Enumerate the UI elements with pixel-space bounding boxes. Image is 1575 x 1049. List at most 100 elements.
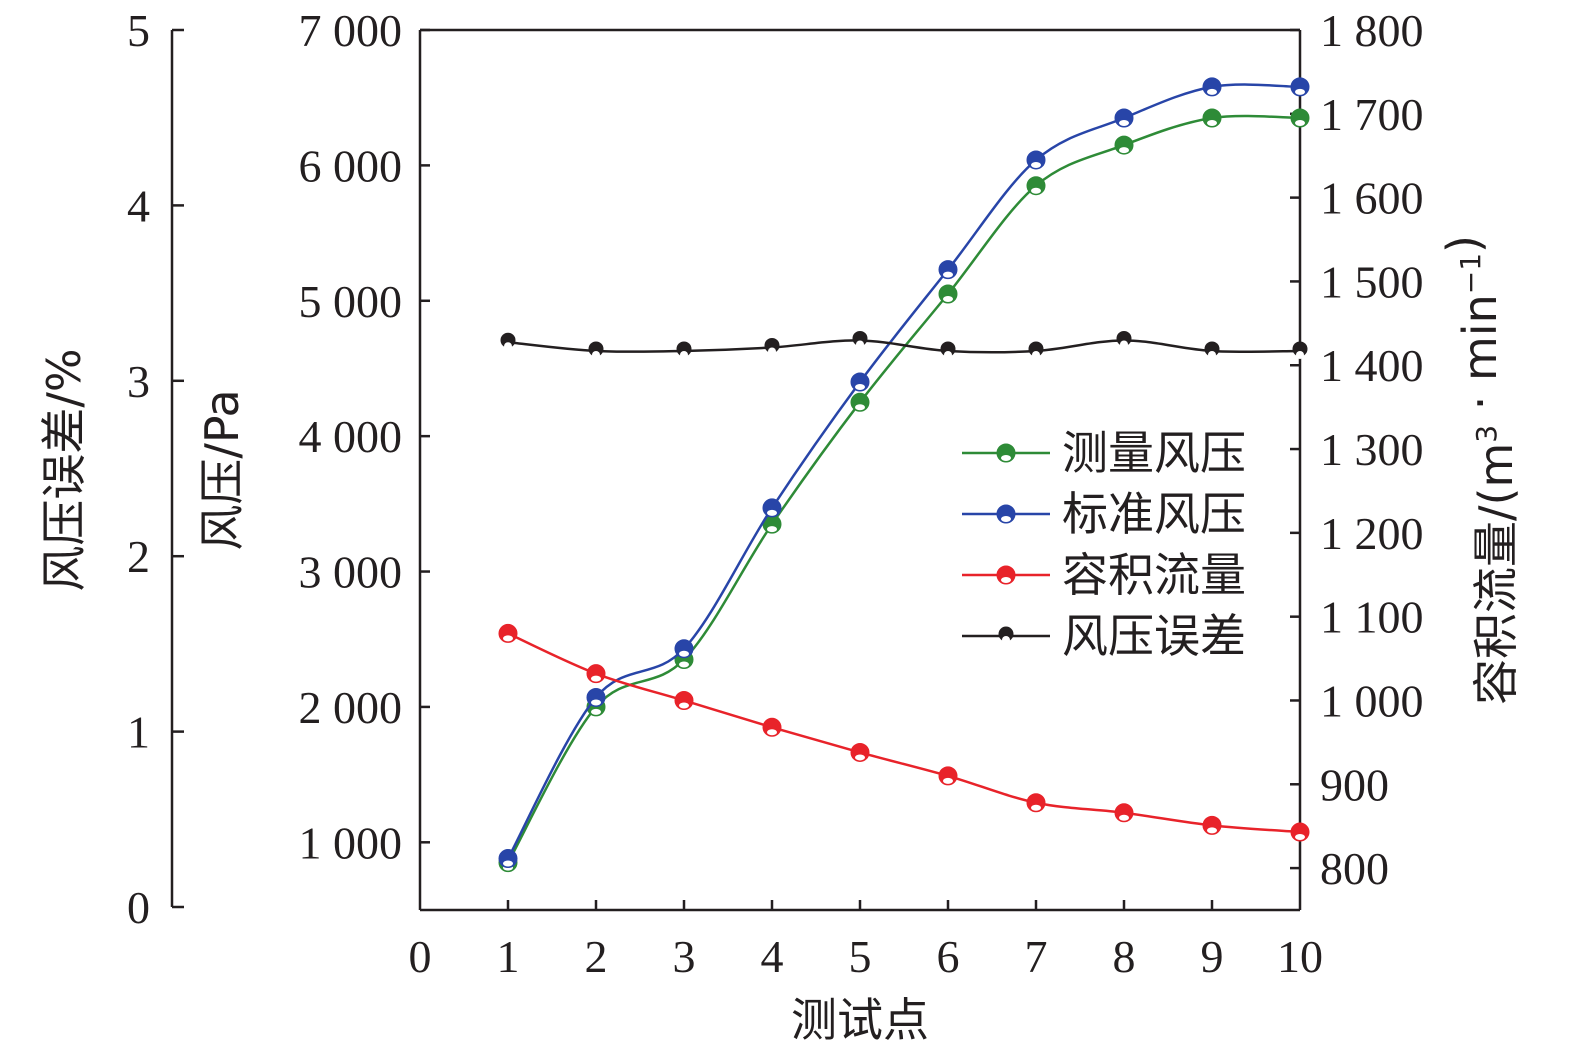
data-point (850, 392, 870, 412)
data-point (498, 849, 518, 869)
data-point (1114, 803, 1134, 823)
x-tick-label: 9 (1201, 931, 1224, 982)
right-tick-label: 1 200 (1320, 508, 1424, 559)
right-axis-title-part: · min (1453, 294, 1507, 425)
legend-item-2: 容积流量 (962, 548, 1246, 602)
x-tick-label: 5 (849, 931, 872, 982)
point-marker-highlight (1208, 350, 1216, 359)
data-point (674, 639, 694, 659)
point-marker-highlight (591, 675, 601, 682)
point-marker-highlight (855, 404, 865, 411)
data-point (1202, 108, 1222, 128)
data-point (1202, 815, 1222, 835)
data-point (850, 742, 870, 762)
point-marker-highlight (591, 708, 601, 715)
series-2 (498, 623, 1310, 842)
right-tick-label: 900 (1320, 759, 1389, 810)
data-point (1204, 341, 1220, 359)
point-marker-highlight (944, 350, 952, 359)
x-tick-label: 7 (1025, 931, 1048, 982)
left-outer-axis-title: 风压误差/% (37, 348, 91, 591)
right-tick-label: 1 100 (1320, 592, 1424, 643)
data-point (1114, 108, 1134, 128)
data-point (676, 341, 692, 359)
data-point (1116, 330, 1132, 349)
point-marker-highlight (943, 777, 953, 784)
point-marker-highlight (1001, 577, 1011, 583)
series-line (506, 114, 1301, 864)
legend-marker (996, 565, 1016, 585)
point-marker-body (500, 332, 516, 348)
data-point (500, 332, 516, 351)
point-marker-highlight (767, 729, 777, 736)
data-point (498, 623, 518, 643)
right-axis-title: 容积流量/(m3 · min−1) (1437, 235, 1523, 705)
point-marker-highlight (1207, 120, 1217, 126)
legend-marker (996, 443, 1016, 463)
x-tick-label: 0 (409, 931, 432, 982)
left-outer-tick-label: 5 (127, 5, 150, 56)
series-line (507, 339, 1301, 354)
left-outer-tick-label: 4 (127, 180, 150, 231)
point-marker-highlight (680, 350, 688, 359)
data-point (588, 341, 604, 359)
data-point (1026, 176, 1046, 196)
series-1 (498, 77, 1310, 869)
point-marker-highlight (1295, 88, 1305, 95)
right-tick-label: 1 600 (1320, 173, 1424, 224)
point-marker-highlight (1031, 804, 1041, 811)
legend-item-1: 标准风压 (962, 487, 1246, 541)
right-tick-label: 1 500 (1320, 256, 1424, 307)
left-outer-tick-label: 1 (127, 707, 150, 758)
left-inner-tick-label: 4 000 (299, 411, 403, 462)
data-point (938, 766, 958, 786)
x-tick-label: 4 (761, 931, 784, 982)
legend-marker (998, 626, 1014, 644)
point-marker-body (1204, 341, 1220, 357)
legend-label: 风压误差 (1062, 609, 1246, 663)
point-marker-highlight (1031, 187, 1041, 194)
legend-item-0: 测量风压 (962, 426, 1246, 480)
legend-label: 标准风压 (1062, 487, 1246, 541)
legend-item-3: 风压误差 (962, 609, 1246, 663)
point-marker-highlight (1207, 827, 1217, 834)
data-point (1028, 341, 1044, 359)
right-tick-label: 1 700 (1320, 89, 1424, 140)
data-point (674, 690, 694, 710)
data-point (938, 284, 958, 304)
data-point (1202, 77, 1222, 97)
series-3 (500, 330, 1308, 359)
point-marker-highlight (1002, 636, 1010, 644)
legend-marker (996, 504, 1016, 524)
x-tick-label: 6 (937, 931, 960, 982)
point-marker-body (764, 337, 780, 353)
point-marker-highlight (767, 526, 777, 533)
point-marker-body (998, 626, 1014, 642)
data-point (586, 687, 606, 707)
right-tick-label: 1 300 (1320, 424, 1424, 475)
point-marker-highlight (855, 754, 865, 761)
point-marker-highlight (1207, 88, 1217, 95)
data-point (852, 330, 868, 349)
point-marker-highlight (1031, 161, 1041, 168)
point-marker-highlight (1295, 834, 1305, 841)
point-marker-highlight (1296, 350, 1304, 359)
left-inner-tick-label: 5 000 (299, 276, 403, 327)
point-marker-body (1292, 341, 1308, 357)
left-inner-tick-label: 3 000 (299, 547, 403, 598)
right-tick-label: 1 400 (1320, 340, 1424, 391)
point-marker-body (588, 341, 604, 357)
point-marker-body (940, 341, 956, 357)
point-marker-highlight (504, 342, 512, 351)
left-inner-tick-label: 7 000 (299, 5, 403, 56)
point-marker-highlight (768, 347, 776, 356)
point-marker-highlight (943, 271, 953, 278)
point-marker-highlight (1119, 814, 1129, 821)
data-point (1290, 822, 1310, 842)
x-tick-label: 8 (1113, 931, 1136, 982)
point-marker-highlight (1001, 516, 1011, 522)
point-marker-body (852, 330, 868, 346)
